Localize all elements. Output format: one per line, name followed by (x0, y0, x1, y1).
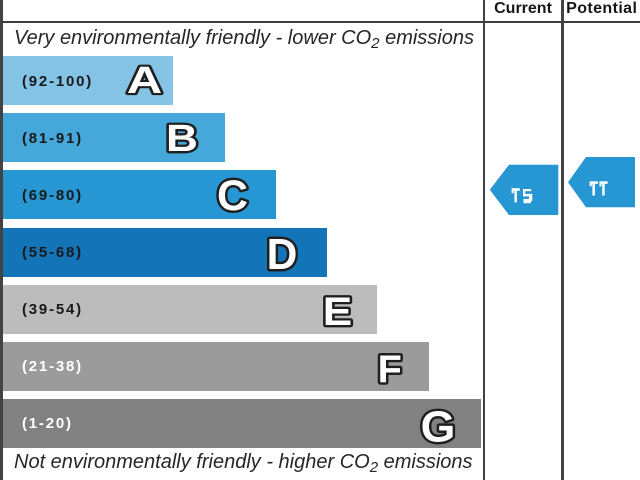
svg-text:F: F (378, 349, 402, 391)
svg-text:G: G (421, 403, 456, 452)
svg-text:B: B (166, 117, 198, 160)
svg-text:A: A (127, 59, 162, 102)
svg-text:D: D (267, 231, 298, 280)
svg-text:E: E (323, 289, 352, 333)
svg-text:C: C (217, 172, 248, 220)
